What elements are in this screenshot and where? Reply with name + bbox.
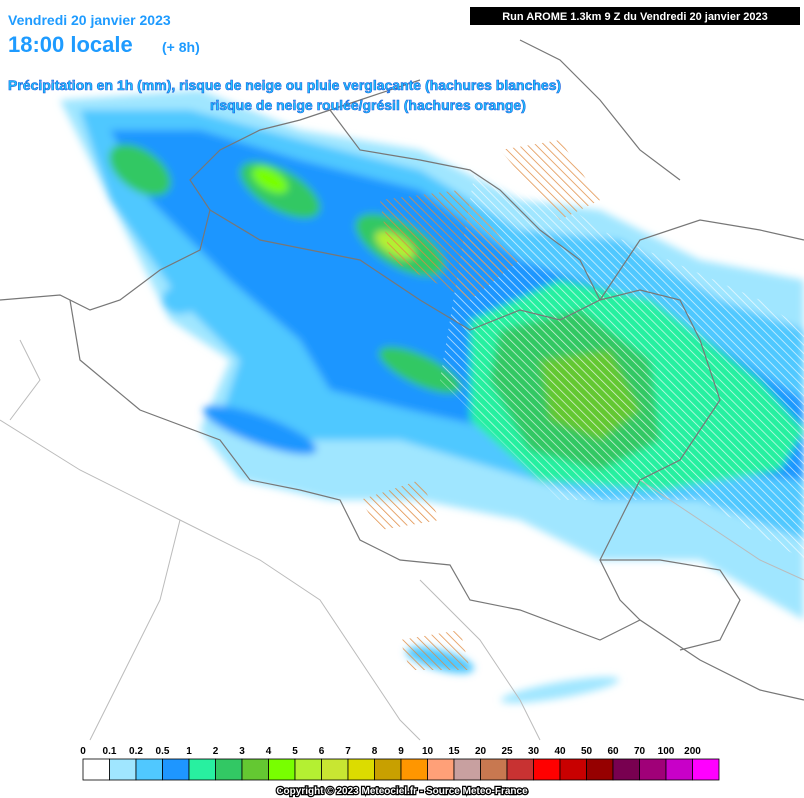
legend-label: 3: [239, 746, 245, 757]
legend-swatch: [135, 758, 163, 781]
legend-swatch: [427, 758, 455, 781]
legend-label: 10: [422, 746, 434, 757]
legend-label: 30: [528, 746, 540, 757]
legend-swatch: [506, 758, 534, 781]
legend-label: 0: [80, 746, 86, 757]
legend-label: 100: [658, 746, 675, 757]
copyright: Copyright © 2023 Meteociel.fr - Source M…: [276, 786, 528, 797]
legend-label: 2: [213, 746, 219, 757]
legend-swatch: [559, 758, 587, 781]
legend-label: 1: [186, 746, 192, 757]
legend-swatch: [294, 758, 322, 781]
legend-swatch: [453, 758, 481, 781]
legend-label: 40: [554, 746, 566, 757]
time-offset: (+ 8h): [162, 39, 200, 55]
time: 18:00 locale: [8, 32, 133, 57]
legend-swatch: [533, 758, 561, 781]
graupel-hatch: [360, 140, 600, 670]
legend-swatch: [400, 758, 428, 781]
legend-swatch: [268, 758, 296, 781]
legend-label: 20: [475, 746, 487, 757]
borders: [0, 39, 804, 741]
legend-swatch: [586, 758, 614, 781]
legend-swatch: [639, 758, 667, 781]
legend-label: 4: [266, 746, 272, 757]
legend-label: 8: [372, 746, 378, 757]
legend-label: 0.1: [103, 746, 117, 757]
legend-label: 200: [684, 746, 701, 757]
legend-label: 7: [345, 746, 351, 757]
legend-swatch: [215, 758, 243, 781]
legend-label: 25: [501, 746, 513, 757]
run-info: Run AROME 1.3km 9 Z du Vendredi 20 janvi…: [502, 11, 768, 23]
legend-swatch: [82, 758, 110, 781]
legend-label: 0.5: [156, 746, 170, 757]
legend: 0 0.1 0.2 0.5 1 2 3 4 5 6 7 8 9 10 15 20 25 30 40 50 60 70 100…: [80, 746, 720, 781]
legend-swatch: [612, 758, 640, 781]
snow-hatch: [440, 140, 804, 560]
date: Vendredi 20 janvier 2023: [8, 12, 171, 28]
legend-swatch: [665, 758, 693, 781]
legend-swatch: [188, 758, 216, 781]
legend-label: 9: [398, 746, 404, 757]
legend-swatch: [321, 758, 349, 781]
description-2: risque de neige roulée/grésil (hachures …: [210, 97, 526, 113]
legend-label: 60: [607, 746, 619, 757]
legend-swatch: [241, 758, 269, 781]
legend-label: 6: [319, 746, 325, 757]
legend-swatch: [109, 758, 137, 781]
legend-label: 0.2: [129, 746, 143, 757]
description-1: Précipitation en 1h (mm), risque de neig…: [8, 77, 561, 93]
legend-swatch: [480, 758, 508, 781]
legend-swatch: [692, 758, 720, 781]
legend-swatch: [374, 758, 402, 781]
legend-label: 50: [581, 746, 593, 757]
legend-swatch: [162, 758, 190, 781]
legend-swatch: [347, 758, 375, 781]
legend-label: 15: [448, 746, 460, 757]
legend-label: 70: [634, 746, 646, 757]
run-box: [470, 7, 800, 25]
legend-label: 5: [292, 746, 298, 757]
